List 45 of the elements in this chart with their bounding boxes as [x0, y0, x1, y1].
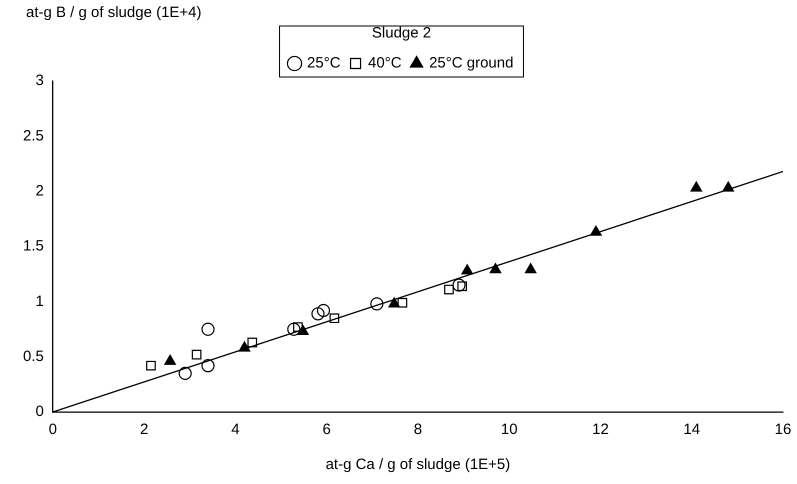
legend-title: Sludge 2 — [372, 24, 432, 42]
x-tick-label: 14 — [683, 421, 700, 438]
point — [370, 297, 384, 310]
point — [330, 313, 340, 324]
x-tick-label: 0 — [48, 421, 58, 438]
x-tick-label: 4 — [231, 421, 240, 438]
point — [287, 322, 300, 336]
point — [590, 226, 602, 236]
x-tick-label: 8 — [414, 421, 422, 438]
point — [490, 263, 502, 274]
x-axis-title: at-g Ca / g of sludge (1E+5) — [326, 456, 510, 474]
y-tick-label: 0.5 — [22, 348, 44, 365]
point — [311, 307, 325, 320]
point — [398, 298, 408, 308]
point — [201, 322, 215, 336]
point — [388, 297, 400, 308]
point — [524, 263, 536, 274]
y-tick-label: 3 — [36, 72, 44, 90]
point — [201, 359, 215, 372]
x-tick-label: 16 — [774, 421, 792, 438]
legend-label: 40°C — [368, 54, 402, 72]
point — [444, 284, 454, 294]
x-tick-label: 6 — [322, 421, 331, 438]
y-tick-label: 1 — [36, 292, 44, 310]
legend-label: 25°C — [307, 54, 341, 72]
point — [690, 181, 702, 192]
point — [192, 350, 202, 360]
y-tick-label: 2.5 — [22, 127, 44, 144]
y-tick-label: 2 — [36, 182, 44, 200]
point — [452, 278, 466, 292]
point — [247, 338, 258, 348]
point — [316, 304, 330, 318]
x-tick-label: 10 — [500, 421, 518, 438]
legend-label: 25°C ground — [429, 54, 514, 72]
point — [461, 264, 474, 274]
point — [146, 360, 156, 371]
point — [178, 366, 192, 380]
x-tick-label: 12 — [592, 421, 609, 438]
point — [722, 181, 734, 192]
point — [238, 341, 250, 352]
x-tick-label: 2 — [140, 421, 148, 438]
y-axis-title: at-g B / g of sludge (1E+4) — [26, 4, 202, 21]
y-tick-label: 1.5 — [22, 238, 44, 255]
y-tick-label: 0 — [36, 403, 44, 420]
point — [164, 354, 176, 365]
